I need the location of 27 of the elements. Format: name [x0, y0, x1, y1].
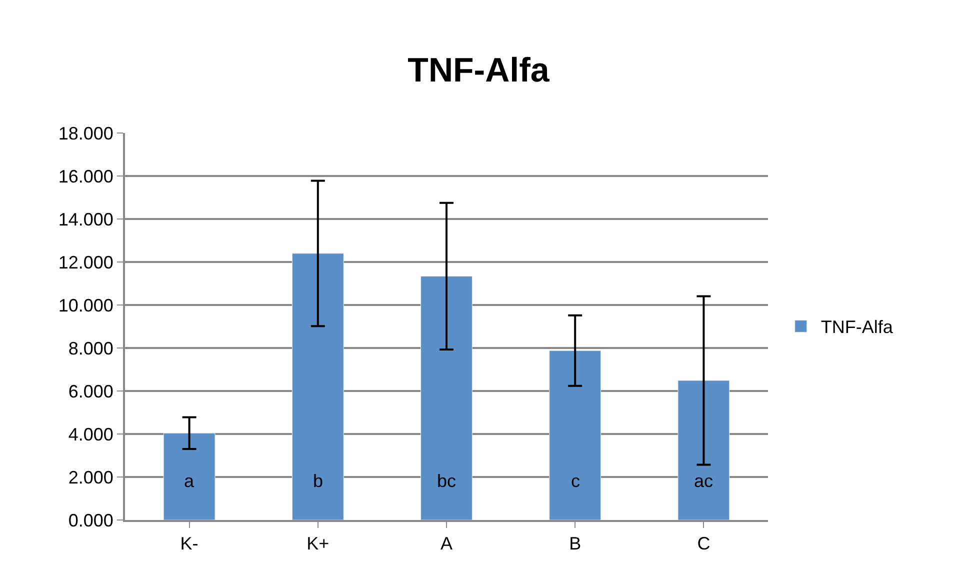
bar [163, 432, 216, 520]
y-tick-label: 2.000 [68, 467, 114, 488]
x-tick-label: K- [180, 534, 198, 554]
bar [549, 350, 602, 520]
legend-label: TNF-Alfa [820, 317, 894, 338]
y-tick-label: 8.000 [68, 338, 114, 358]
x-tick-label: K+ [306, 534, 330, 554]
bar [292, 253, 344, 520]
annotation: ac [694, 471, 714, 491]
x-tick-label: A [440, 534, 453, 554]
annotation: a [184, 471, 195, 491]
x-tick-label: B [569, 534, 582, 554]
bar [678, 380, 730, 520]
y-tick-label: 0.000 [68, 510, 114, 530]
annotation: bc [437, 471, 456, 491]
annotation: b [313, 471, 324, 491]
y-tick-label: 10.000 [58, 295, 114, 316]
annotation: c [571, 471, 580, 491]
y-tick-label: 18.000 [58, 123, 114, 144]
y-tick-label: 4.000 [68, 424, 114, 444]
y-tick-label: 16.000 [58, 166, 114, 186]
y-tick-label: 6.000 [68, 381, 114, 402]
y-tick-label: 12.000 [58, 252, 114, 272]
chart-title: TNF-Alfa [408, 52, 550, 90]
bar [420, 276, 472, 520]
y-tick-label: 14.000 [58, 209, 114, 230]
x-tick-label: C [697, 534, 710, 554]
